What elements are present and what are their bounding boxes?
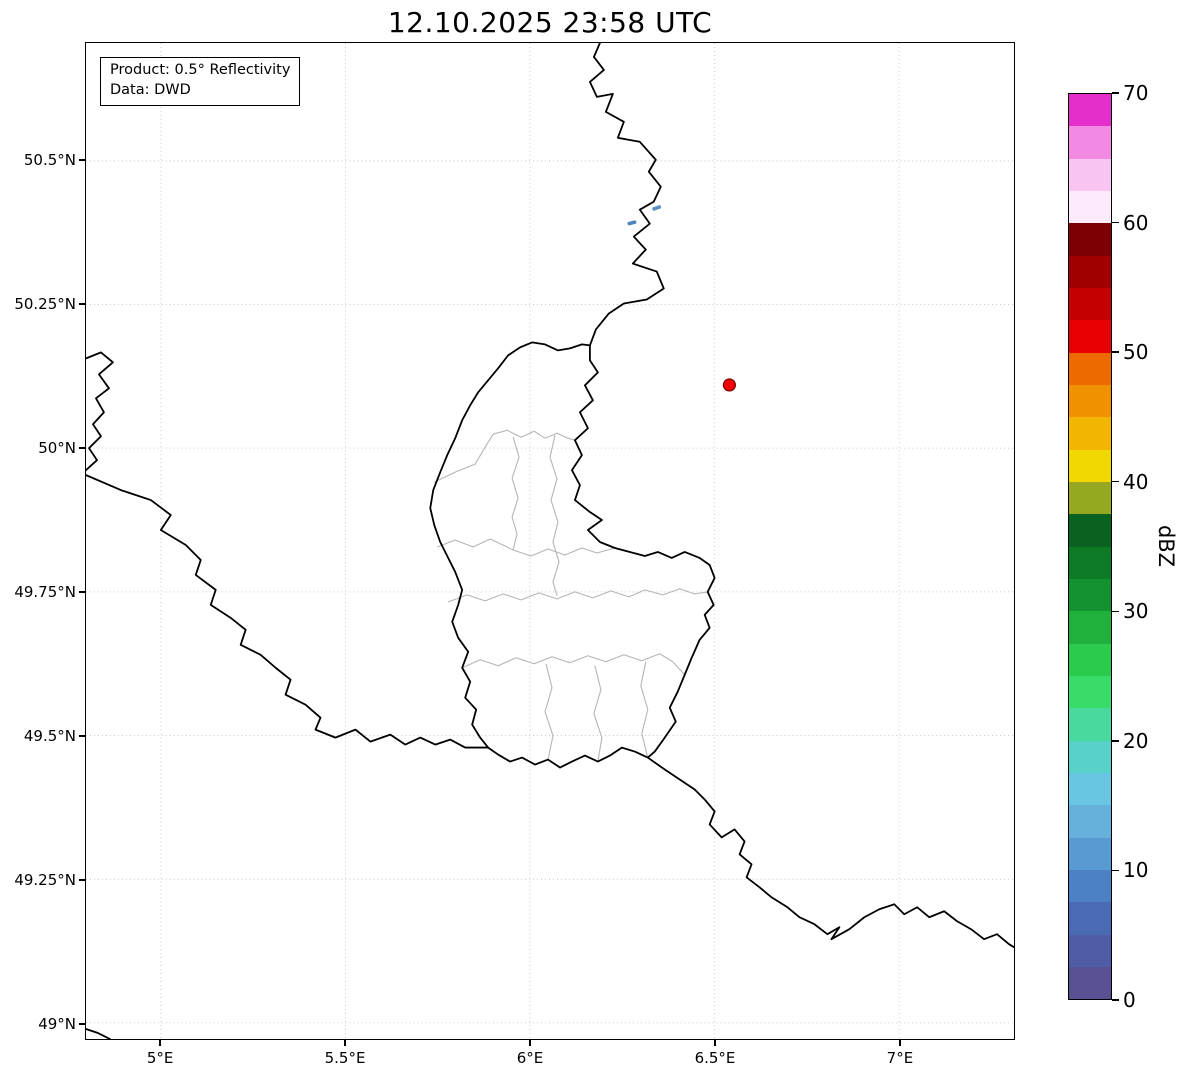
colorbar-tick-label: 50: [1123, 340, 1149, 365]
colorbar-band: [1069, 675, 1111, 709]
colorbar-tick-mark: [1112, 92, 1119, 94]
colorbar-band: [1069, 481, 1111, 515]
colorbar-swatches: [1069, 94, 1111, 1000]
colorbar-tick-mark: [1112, 610, 1119, 613]
y-tick-mark: [79, 447, 85, 449]
product-label: Product: 0.5° Reflectivity: [110, 62, 291, 78]
map-plot-area: Product: 0.5° Reflectivity Data: DWD: [85, 42, 1015, 1040]
district-border-line: [593, 665, 603, 762]
colorbar-band: [1069, 966, 1111, 1000]
y-tick-label: 49°N: [38, 1014, 76, 1033]
country-border-line: [86, 351, 114, 472]
data-source-label: Data: DWD: [110, 81, 191, 98]
colorbar-band: [1069, 320, 1111, 353]
colorbar-band: [1069, 514, 1111, 547]
colorbar: [1068, 93, 1112, 1000]
colorbar-band: [1069, 934, 1111, 967]
y-tick-label: 49.25°N: [14, 870, 76, 889]
colorbar-band: [1069, 772, 1111, 806]
x-tick-label: 5°E: [146, 1049, 174, 1067]
country-border-line: [589, 43, 665, 347]
colorbar-tick-label: 30: [1123, 599, 1149, 624]
colorbar-axis-label: dBZ: [1154, 524, 1178, 568]
district-border-line: [544, 663, 554, 760]
x-tick-label: 7°E: [886, 1049, 914, 1067]
x-tick-mark: [529, 1040, 531, 1046]
colorbar-tick-label: 0: [1123, 988, 1136, 1012]
radar-echo: [652, 205, 662, 211]
colorbar-tick-mark: [1112, 221, 1119, 224]
colorbar-band: [1069, 708, 1111, 741]
x-tick-label: 6°E: [516, 1049, 544, 1067]
colorbar-band: [1069, 255, 1111, 288]
colorbar-band: [1069, 190, 1111, 224]
colorbar-tick-label: 20: [1123, 728, 1149, 753]
y-tick-label: 50.25°N: [14, 295, 76, 314]
colorbar-tick-label: 60: [1123, 210, 1149, 235]
colorbar-band: [1069, 869, 1111, 903]
y-tick-mark: [79, 591, 85, 593]
y-tick-mark: [79, 735, 85, 737]
colorbar-band: [1069, 352, 1111, 385]
district-border-line: [511, 437, 520, 551]
colorbar-band: [1069, 449, 1111, 482]
product-info-box: Product: 0.5° Reflectivity Data: DWD: [100, 57, 301, 107]
y-tick-label: 49.5°N: [23, 726, 76, 745]
y-tick-mark: [79, 1023, 85, 1025]
district-border-line: [640, 661, 649, 758]
x-tick-label: 6.5°E: [694, 1049, 736, 1067]
district-border-line: [512, 547, 616, 557]
colorbar-band: [1069, 223, 1111, 256]
x-tick-mark: [714, 1040, 716, 1046]
country-border-line: [86, 1028, 111, 1039]
colorbar-band: [1069, 578, 1111, 612]
y-tick-label: 49.75°N: [14, 582, 76, 601]
country-border-line: [646, 756, 1014, 949]
colorbar-tick-mark: [1112, 480, 1119, 483]
district-border-line: [434, 429, 576, 483]
country-border-line: [86, 474, 490, 749]
colorbar-tick-mark: [1112, 999, 1119, 1001]
y-tick-mark: [79, 879, 85, 881]
colorbar-band: [1069, 94, 1111, 127]
colorbar-tick-mark: [1112, 351, 1119, 353]
colorbar-band: [1069, 643, 1111, 676]
x-tick-mark: [344, 1040, 346, 1046]
country-border-line: [429, 341, 716, 769]
radar-site-marker: [722, 378, 736, 392]
colorbar-band: [1069, 126, 1111, 159]
y-tick-label: 50°N: [38, 438, 76, 457]
colorbar-tick-mark: [1112, 740, 1119, 742]
colorbar-band: [1069, 740, 1111, 773]
colorbar-tick-label: 10: [1123, 858, 1149, 883]
colorbar-band: [1069, 837, 1111, 870]
colorbar-band: [1069, 546, 1111, 579]
colorbar-tick-label: 40: [1123, 469, 1149, 494]
colorbar-band: [1069, 417, 1111, 450]
district-border-line: [549, 435, 560, 597]
y-tick-mark: [79, 159, 85, 161]
x-tick-mark: [899, 1040, 901, 1046]
y-tick-label: 50.5°N: [23, 151, 76, 170]
district-border-line: [448, 588, 708, 603]
colorbar-band: [1069, 158, 1111, 191]
x-tick-label: 5.5°E: [324, 1049, 366, 1067]
y-tick-mark: [79, 303, 85, 305]
colorbar-band: [1069, 902, 1111, 935]
colorbar-band: [1069, 287, 1111, 321]
colorbar-band: [1069, 384, 1111, 418]
plot-title: 12.10.2025 23:58 UTC: [387, 6, 713, 39]
x-tick-mark: [159, 1040, 161, 1046]
colorbar-tick-mark: [1112, 869, 1119, 872]
radar-echo: [627, 220, 637, 226]
colorbar-band: [1069, 611, 1111, 644]
district-border-line: [437, 538, 514, 551]
colorbar-band: [1069, 805, 1111, 838]
map-canvas: [86, 43, 1014, 1039]
colorbar-tick-label: 70: [1123, 81, 1149, 105]
district-border-line: [461, 653, 686, 676]
